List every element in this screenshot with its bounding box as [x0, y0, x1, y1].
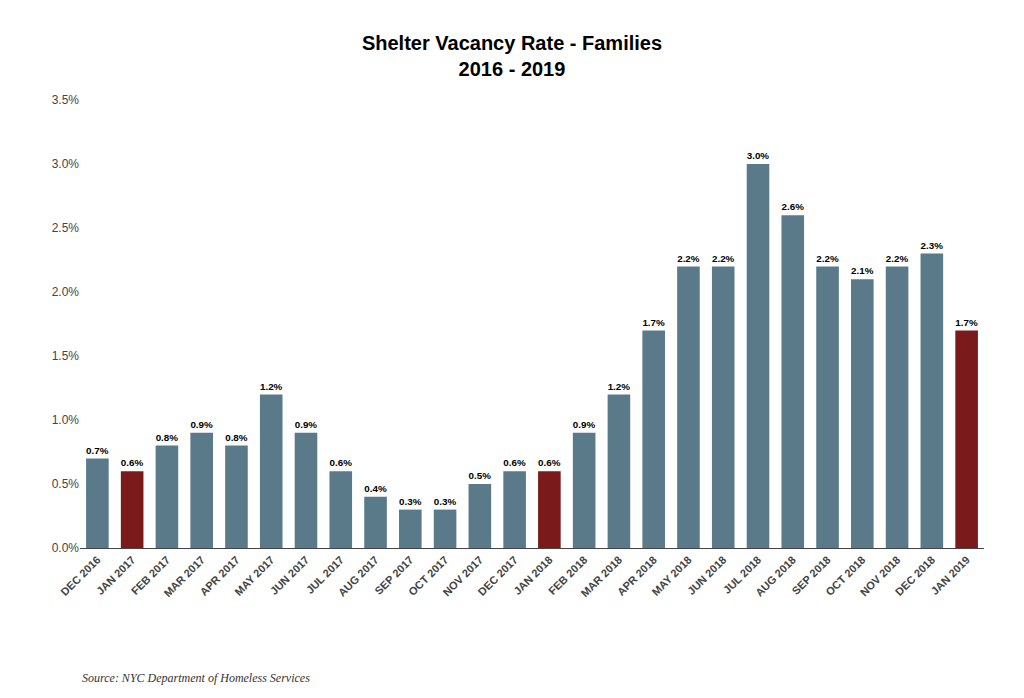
svg-text:0.5%: 0.5% — [469, 470, 492, 481]
svg-text:MAY 2017: MAY 2017 — [232, 554, 276, 598]
svg-text:FEB 2018: FEB 2018 — [546, 554, 590, 598]
svg-text:OCT 2018: OCT 2018 — [823, 554, 867, 598]
svg-text:0.6%: 0.6% — [503, 457, 526, 468]
svg-text:NOV 2017: NOV 2017 — [440, 554, 485, 599]
svg-text:DEC 2016: DEC 2016 — [58, 554, 102, 598]
svg-text:Shelter Vacancy Rate - Familie: Shelter Vacancy Rate - Families2016 - 20… — [362, 32, 662, 80]
svg-text:3.5%: 3.5% — [52, 93, 80, 107]
svg-text:FEB 2017: FEB 2017 — [129, 554, 173, 598]
svg-text:3.0%: 3.0% — [52, 157, 80, 171]
svg-text:1.2%: 1.2% — [608, 381, 631, 392]
svg-text:JUN 2017: JUN 2017 — [268, 554, 312, 598]
svg-text:0.6%: 0.6% — [121, 457, 144, 468]
svg-text:JUL 2018: JUL 2018 — [721, 554, 764, 597]
svg-text:0.8%: 0.8% — [225, 432, 248, 443]
svg-text:0.9%: 0.9% — [573, 419, 596, 430]
svg-text:MAR 2017: MAR 2017 — [161, 554, 207, 600]
svg-text:0.3%: 0.3% — [399, 496, 422, 507]
svg-text:0.3%: 0.3% — [434, 496, 457, 507]
svg-text:1.2%: 1.2% — [260, 381, 283, 392]
svg-text:JUL 2017: JUL 2017 — [304, 554, 347, 597]
svg-text:0.6%: 0.6% — [329, 457, 352, 468]
svg-text:JAN 2019: JAN 2019 — [928, 554, 972, 598]
svg-text:2.1%: 2.1% — [851, 265, 874, 276]
svg-text:JUN 2018: JUN 2018 — [685, 554, 729, 598]
svg-text:2.2%: 2.2% — [677, 253, 700, 264]
svg-text:OCT 2017: OCT 2017 — [406, 554, 450, 598]
svg-text:2.6%: 2.6% — [781, 201, 804, 212]
svg-text:SEP 2018: SEP 2018 — [789, 554, 832, 597]
svg-text:1.7%: 1.7% — [642, 317, 665, 328]
svg-text:0.6%: 0.6% — [538, 457, 561, 468]
svg-text:DEC 2017: DEC 2017 — [476, 554, 520, 598]
svg-text:2.5%: 2.5% — [52, 221, 80, 235]
svg-text:AUG 2017: AUG 2017 — [336, 554, 381, 599]
svg-text:2.2%: 2.2% — [712, 253, 735, 264]
svg-text:AUG 2018: AUG 2018 — [753, 554, 798, 599]
svg-text:2.2%: 2.2% — [816, 253, 839, 264]
svg-text:NOV 2018: NOV 2018 — [858, 554, 903, 599]
svg-text:0.8%: 0.8% — [156, 432, 179, 443]
svg-text:0.9%: 0.9% — [295, 419, 318, 430]
svg-text:APR 2017: APR 2017 — [197, 554, 241, 598]
svg-text:0.4%: 0.4% — [364, 483, 387, 494]
svg-text:2.2%: 2.2% — [886, 253, 909, 264]
svg-text:MAR 2018: MAR 2018 — [579, 554, 625, 600]
svg-text:1.0%: 1.0% — [52, 413, 80, 427]
svg-text:0.5%: 0.5% — [52, 477, 80, 491]
svg-text:APR 2018: APR 2018 — [615, 554, 659, 598]
svg-text:1.7%: 1.7% — [955, 317, 978, 328]
svg-text:DEC 2018: DEC 2018 — [893, 554, 937, 598]
svg-text:0.9%: 0.9% — [190, 419, 213, 430]
svg-text:3.0%: 3.0% — [747, 150, 770, 161]
svg-text:MAY 2018: MAY 2018 — [649, 554, 693, 598]
svg-text:2.3%: 2.3% — [921, 240, 944, 251]
svg-text:JAN 2017: JAN 2017 — [94, 554, 138, 598]
svg-text:SEP 2017: SEP 2017 — [372, 554, 415, 597]
svg-text:0.0%: 0.0% — [52, 541, 80, 555]
svg-text:1.5%: 1.5% — [52, 349, 80, 363]
svg-text:0.7%: 0.7% — [86, 445, 109, 456]
svg-text:JAN 2018: JAN 2018 — [511, 554, 555, 598]
svg-text:2.0%: 2.0% — [52, 285, 80, 299]
svg-text:Source: NYC Department of Home: Source: NYC Department of Homeless Servi… — [82, 671, 310, 685]
